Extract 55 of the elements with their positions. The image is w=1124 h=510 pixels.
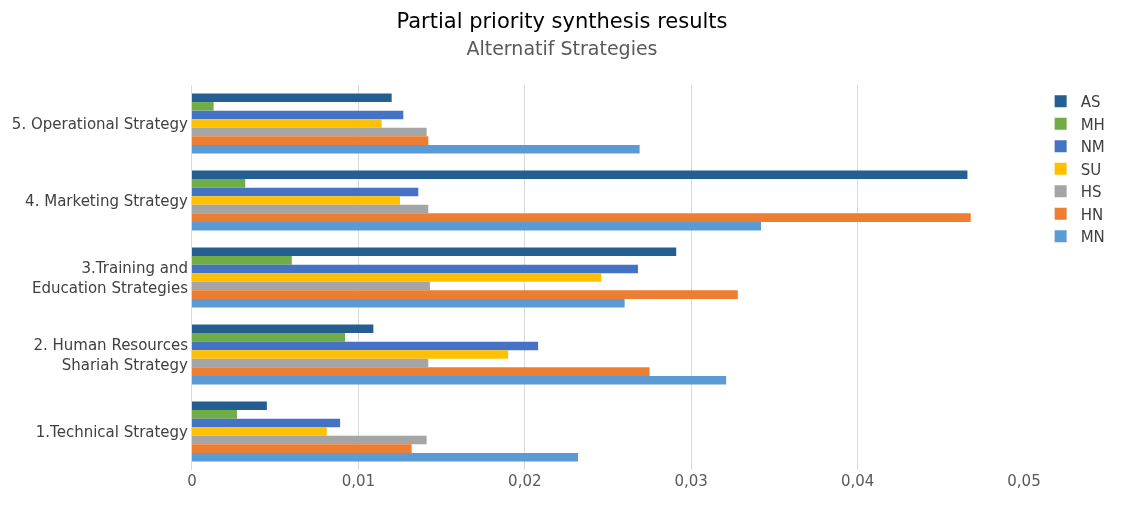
bar [192, 179, 246, 188]
bar [192, 452, 579, 462]
legend-label: HN [1080, 205, 1104, 224]
bar [192, 333, 346, 342]
legend-label: HS [1080, 183, 1102, 202]
bar [192, 127, 427, 137]
bar [192, 367, 650, 376]
bar [192, 93, 392, 103]
x-tick-label: 0,03 [674, 472, 708, 490]
y-tick-label: 4. Marketing Strategy [25, 191, 189, 210]
bar [192, 204, 429, 214]
bar [192, 144, 640, 154]
bar [192, 375, 727, 385]
y-tick-label: 2. Human Resources Shariah Strategy [33, 336, 189, 374]
bar [192, 102, 214, 111]
x-tick-label: 0,01 [341, 472, 376, 490]
x-tick-label: 0,02 [508, 472, 542, 490]
bar [192, 110, 404, 120]
bar [192, 358, 429, 368]
bar [192, 427, 327, 436]
bar [192, 264, 638, 274]
y-tick-label: 3.Training and Education Strategies [31, 259, 189, 297]
bar [192, 187, 419, 197]
bar [192, 247, 677, 257]
bar [192, 256, 292, 265]
bar [192, 435, 427, 445]
legend-label: AS [1080, 93, 1101, 112]
legend-label: NM [1080, 138, 1105, 157]
x-tick-label: 0,04 [840, 472, 875, 490]
y-tick-label: 5. Operational Strategy [11, 114, 189, 133]
bar [192, 273, 602, 282]
bar [192, 298, 625, 308]
bar [192, 341, 539, 351]
bar [192, 350, 509, 359]
bar [192, 196, 400, 205]
bar [192, 444, 412, 453]
bar [192, 281, 430, 291]
bar [192, 324, 374, 334]
legend-label: SU [1080, 160, 1102, 179]
legend-label: MH [1080, 115, 1105, 134]
bar [192, 418, 341, 428]
chart-title: Partial priority synthesis results [396, 9, 728, 34]
y-tick-label: 1.Technical Strategy [35, 422, 189, 441]
bar [192, 221, 762, 231]
x-tick-label: 0 [187, 472, 197, 490]
bar [192, 170, 968, 180]
bar [192, 136, 429, 145]
legend-label: MN [1080, 228, 1105, 247]
bar [192, 290, 738, 299]
x-tick-label: 0,05 [1007, 472, 1041, 490]
bar [192, 213, 971, 222]
bar [192, 410, 237, 419]
bar [192, 401, 267, 411]
bar [192, 119, 382, 128]
chart-subtitle: Alternatif Strategies [466, 37, 658, 60]
